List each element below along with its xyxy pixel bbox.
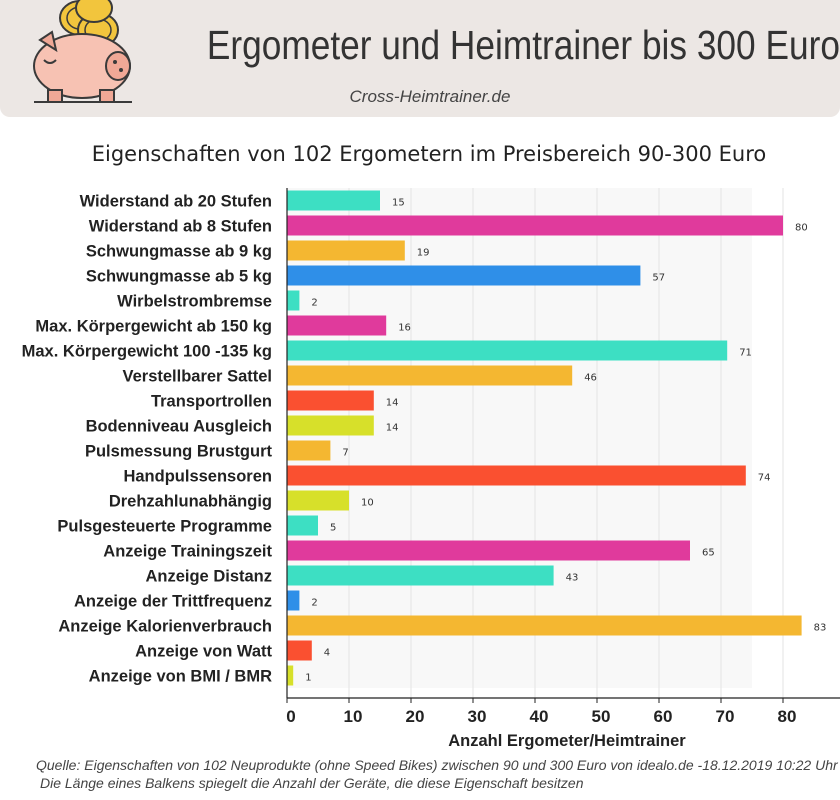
bar <box>287 440 331 461</box>
site-title: Ergometer und Heimtrainer bis 300 Euro <box>206 22 840 68</box>
category-label: Anzeige der Trittfrequenz <box>74 593 272 611</box>
value-label: 74 <box>758 473 771 484</box>
category-label: Schwungmasse ab 5 kg <box>86 268 272 286</box>
value-label: 46 <box>584 373 597 384</box>
bar <box>287 340 728 361</box>
x-tick-label: 70 <box>716 707 735 726</box>
value-label: 1 <box>305 673 311 684</box>
value-label: 14 <box>386 423 399 434</box>
value-label: 15 <box>392 198 405 209</box>
bar <box>287 290 300 311</box>
value-label: 7 <box>342 448 348 459</box>
x-tick-label: 20 <box>406 707 425 726</box>
value-label: 80 <box>795 223 808 234</box>
category-label: Max. Körpergewicht 100 -135 kg <box>22 343 272 361</box>
category-label: Anzeige von BMI / BMR <box>89 668 272 686</box>
category-label: Anzeige Distanz <box>145 568 272 586</box>
x-tick-label: 60 <box>654 707 673 726</box>
bar <box>287 565 554 586</box>
x-tick-label: 40 <box>530 707 549 726</box>
bar <box>287 315 387 336</box>
value-label: 5 <box>330 523 336 534</box>
bar <box>287 490 349 511</box>
category-label: Transportrollen <box>151 393 272 411</box>
value-label: 4 <box>324 648 330 659</box>
value-label: 10 <box>361 498 374 509</box>
category-label: Bodenniveau Ausgleich <box>86 418 272 436</box>
bar <box>287 640 312 661</box>
category-label: Widerstand ab 20 Stufen <box>80 193 272 211</box>
bar <box>287 265 641 286</box>
value-label: 16 <box>398 323 411 334</box>
category-label: Drehzahlunabhängig <box>109 493 272 511</box>
value-label: 71 <box>739 348 752 359</box>
value-label: 65 <box>702 548 715 559</box>
category-label: Max. Körpergewicht ab 150 kg <box>35 318 272 336</box>
footer-source: Quelle: Eigenschaften von 102 Neuprodukt… <box>36 757 838 773</box>
plot-background <box>287 188 752 688</box>
x-tick-label: 80 <box>778 707 797 726</box>
value-label: 57 <box>652 273 665 284</box>
bar <box>287 465 746 486</box>
x-axis-title: Anzahl Ergometer/Heimtrainer <box>448 732 686 750</box>
value-label: 83 <box>814 623 827 634</box>
bar <box>287 365 573 386</box>
footer-note: Die Länge eines Balkens spiegelt die Anz… <box>40 775 584 791</box>
bar <box>287 615 802 636</box>
bar <box>287 515 318 536</box>
category-label: Wirbelstrombremse <box>117 293 272 311</box>
piggy-bank-icon <box>33 0 132 103</box>
chart-title: Eigenschaften von 102 Ergometern im Prei… <box>91 142 767 166</box>
category-label: Anzeige Trainingszeit <box>103 543 272 561</box>
value-label: 2 <box>311 598 317 609</box>
value-label: 19 <box>417 248 430 259</box>
bar <box>287 215 783 236</box>
bar <box>287 540 690 561</box>
header-banner: Ergometer und Heimtrainer bis 300 Euro C… <box>0 0 840 117</box>
category-label: Handpulssensoren <box>123 468 272 486</box>
bar <box>287 665 294 686</box>
bar <box>287 390 374 411</box>
bar <box>287 415 374 436</box>
value-label: 2 <box>311 298 317 309</box>
category-label: Widerstand ab 8 Stufen <box>89 218 272 236</box>
x-tick-label: 0 <box>286 707 295 726</box>
category-label: Schwungmasse ab 9 kg <box>86 243 272 261</box>
x-tick-label: 10 <box>344 707 363 726</box>
value-label: 43 <box>566 573 579 584</box>
site-subtitle: Cross-Heimtrainer.de <box>349 87 511 106</box>
category-label: Pulsmessung Brustgurt <box>85 443 273 461</box>
bar <box>287 240 405 261</box>
x-tick-label: 30 <box>468 707 487 726</box>
value-label: 14 <box>386 398 399 409</box>
category-label: Pulsgesteuerte Programme <box>57 518 272 536</box>
category-label: Anzeige von Watt <box>135 643 272 661</box>
category-label: Anzeige Kalorienverbrauch <box>58 618 272 636</box>
bar <box>287 190 380 211</box>
bar <box>287 590 300 611</box>
category-label: Verstellbarer Sattel <box>123 368 273 386</box>
x-tick-label: 50 <box>592 707 611 726</box>
